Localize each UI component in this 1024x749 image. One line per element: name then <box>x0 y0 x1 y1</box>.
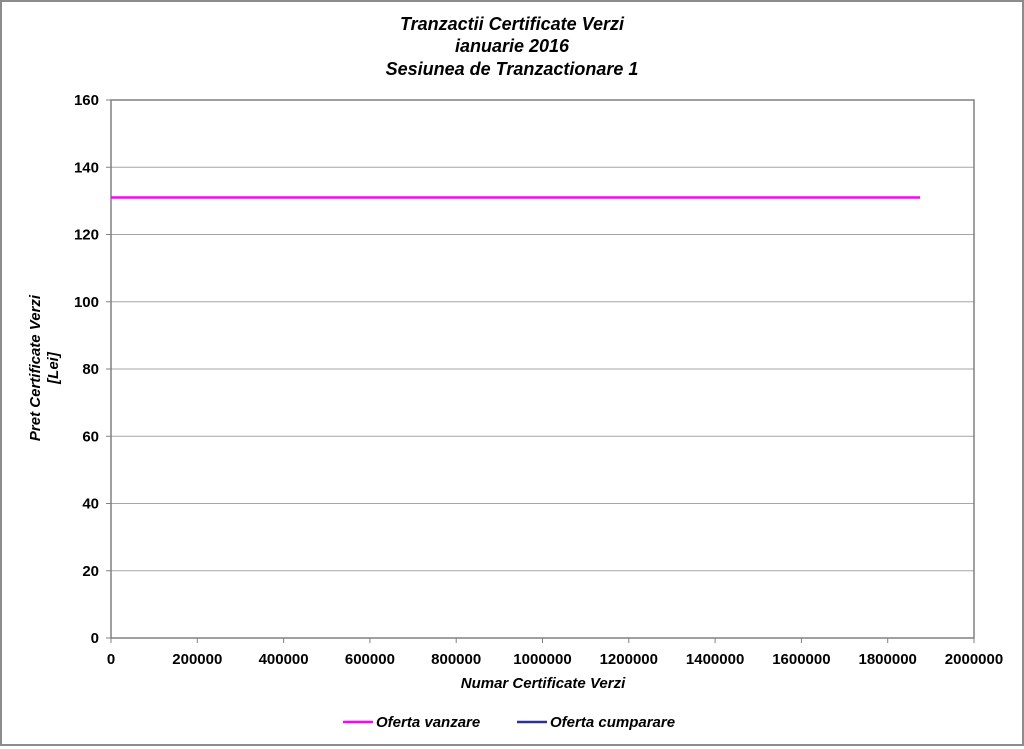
y-tick-label: 40 <box>82 496 99 513</box>
legend-label-oferta-cumparare: Oferta cumparare <box>550 714 675 731</box>
y-tick-label: 80 <box>82 361 99 378</box>
y-tick-label: 140 <box>74 159 99 176</box>
x-tick-label: 1200000 <box>600 651 658 668</box>
y-tick-label: 60 <box>82 428 99 445</box>
y-axis-label-line-1: Pret Certificate Verzi <box>27 294 44 441</box>
x-tick-label: 600000 <box>345 651 395 668</box>
y-tick-label: 160 <box>74 92 99 109</box>
x-tick-label: 800000 <box>431 651 481 668</box>
x-tick-label: 1000000 <box>513 651 571 668</box>
legend: Oferta vanzare Oferta cumparare <box>343 714 675 731</box>
legend-label-oferta-vanzare: Oferta vanzare <box>376 714 480 731</box>
x-tick-label: 1600000 <box>772 651 830 668</box>
y-tick-label: 20 <box>82 563 99 580</box>
y-tick-label: 120 <box>74 227 99 244</box>
chart-title-line-3: Sesiunea de Tranzactionare 1 <box>386 59 639 79</box>
y-tick-label: 0 <box>91 630 99 647</box>
x-axis-label: Numar Certificate Verzi <box>461 675 626 692</box>
x-tick-label: 1400000 <box>686 651 744 668</box>
x-tick-label: 1800000 <box>858 651 916 668</box>
y-axis-label-line-2: [Lei] <box>45 351 62 385</box>
tick-labels: 0 20 40 60 80 100 120 140 160 0 200000 400000 600000… <box>74 92 1003 668</box>
chart-title-line-2: ianuarie 2016 <box>455 36 570 56</box>
x-tick-label: 2000000 <box>945 651 1003 668</box>
x-tick-label: 200000 <box>172 651 222 668</box>
x-tick-label: 400000 <box>259 651 309 668</box>
chart-title-line-1: Tranzactii Certificate Verzi <box>400 14 625 34</box>
grid-lines <box>111 166 974 572</box>
y-tick-label: 100 <box>74 294 99 311</box>
x-tick-label: 0 <box>107 651 115 668</box>
